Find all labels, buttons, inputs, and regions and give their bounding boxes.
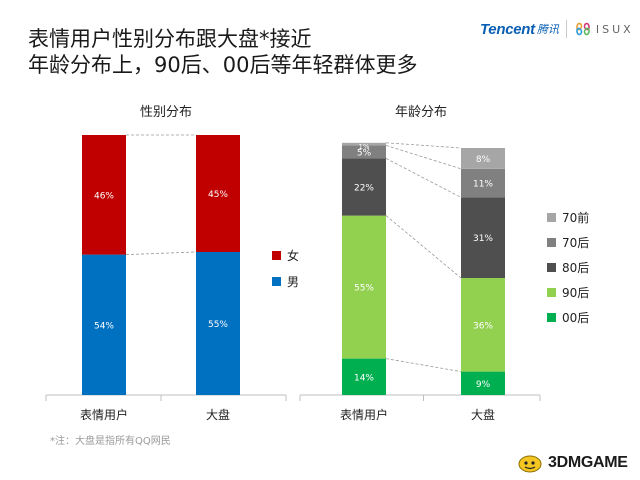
data-label-70前: 8% bbox=[476, 155, 491, 165]
bar-segment-女 bbox=[196, 135, 240, 252]
bar-segment-70前 bbox=[461, 148, 505, 169]
bar-segment-90后 bbox=[342, 215, 386, 359]
title-line-2: 年龄分布上，90后、00后等年轻群体更多 bbox=[28, 53, 418, 77]
data-label-80后: 31% bbox=[473, 234, 493, 244]
data-label-男: 55% bbox=[208, 320, 228, 330]
bar-segment-女 bbox=[82, 135, 126, 255]
tencent-isux-logo: Tencent 腾讯 ISUX bbox=[480, 18, 634, 40]
legend-swatch-90后 bbox=[547, 288, 556, 297]
bar-segment-70前 bbox=[342, 142, 386, 146]
legend-label-70后: 70后 bbox=[562, 236, 589, 250]
bar-segment-00后 bbox=[342, 358, 386, 395]
connector-line bbox=[125, 251, 197, 255]
bar-segment-70后 bbox=[342, 145, 386, 159]
bar-segment-70后 bbox=[461, 168, 505, 198]
watermark-text: 3DMGAME bbox=[548, 454, 628, 471]
legend-swatch-80后 bbox=[547, 263, 556, 272]
tencent-logo-text: Tencent bbox=[480, 20, 535, 38]
data-label-80后: 22% bbox=[354, 184, 374, 194]
legend-label-00后: 00后 bbox=[562, 311, 589, 325]
connector-line bbox=[385, 215, 462, 279]
data-label-男: 54% bbox=[94, 321, 114, 331]
bar-segment-80后 bbox=[342, 158, 386, 216]
legend-label-女: 女 bbox=[287, 248, 299, 263]
legend-swatch-00后 bbox=[547, 313, 556, 322]
connector-line bbox=[385, 158, 462, 198]
panel-2-title: 年龄分布 bbox=[395, 105, 447, 120]
bar-segment-80后 bbox=[461, 197, 505, 278]
panel-1-category-label: 表情用户 bbox=[80, 407, 128, 422]
connector-line bbox=[385, 142, 462, 149]
title-line-1: 表情用户性别分布跟大盘*接近 bbox=[28, 27, 312, 51]
data-label-70后: 11% bbox=[473, 180, 493, 190]
data-label-00后: 14% bbox=[354, 373, 374, 383]
panel-1-category-label: 大盘 bbox=[206, 407, 230, 422]
bar-segment-90后 bbox=[461, 278, 505, 372]
data-label-00后: 9% bbox=[476, 380, 491, 390]
bar-segment-00后 bbox=[461, 371, 505, 395]
page-title: 表情用户性别分布跟大盘*接近 年龄分布上，90后、00后等年轻群体更多 bbox=[28, 26, 417, 78]
footnote: *注：大盘是指所有QQ网民 bbox=[50, 436, 171, 447]
legend-label-90后: 90后 bbox=[562, 286, 589, 300]
data-label-70后: 5% bbox=[357, 148, 372, 158]
panel-1-title: 性别分布 bbox=[140, 105, 192, 120]
data-label-90后: 55% bbox=[354, 284, 374, 294]
legend-label-男: 男 bbox=[287, 275, 299, 289]
panel-2-category-label: 大盘 bbox=[471, 407, 495, 422]
isux-icon bbox=[576, 22, 590, 36]
data-label-90后: 36% bbox=[473, 321, 493, 331]
bar-segment-男 bbox=[196, 252, 240, 395]
watermark: 3DMGAME bbox=[516, 452, 628, 474]
legend-swatch-男 bbox=[272, 277, 281, 286]
legend-label-80后: 80后 bbox=[562, 261, 589, 275]
tencent-logo-cn: 腾讯 bbox=[536, 23, 559, 36]
connector-line bbox=[385, 358, 462, 372]
legend-swatch-70后 bbox=[547, 238, 556, 247]
data-label-女: 46% bbox=[94, 191, 114, 201]
bar-segment-男 bbox=[82, 254, 126, 395]
data-label-女: 45% bbox=[208, 190, 228, 200]
watermark-mascot-icon bbox=[518, 455, 542, 473]
panel-2-category-label: 表情用户 bbox=[340, 407, 388, 422]
legend-swatch-女 bbox=[272, 251, 281, 260]
legend-swatch-70前 bbox=[547, 213, 556, 222]
data-label-70前: 1% bbox=[358, 143, 369, 151]
logo-divider bbox=[565, 20, 567, 38]
legend-label-70前: 70前 bbox=[562, 210, 589, 225]
connector-line bbox=[385, 145, 462, 170]
isux-logo-text: ISUX bbox=[595, 22, 634, 36]
